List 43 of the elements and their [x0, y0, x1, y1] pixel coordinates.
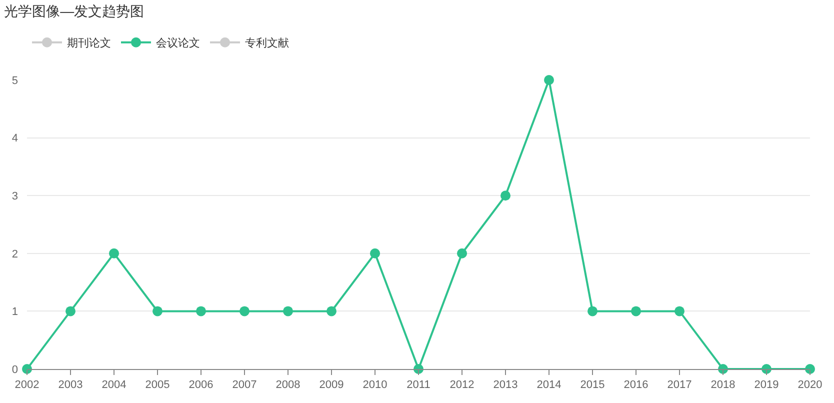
- point: [674, 306, 684, 316]
- point: [109, 248, 119, 258]
- x-tick-label: 2007: [232, 379, 257, 392]
- x-tick-label: 2012: [450, 379, 474, 392]
- x-tick-label: 2002: [14, 379, 40, 392]
- x-tick-label: 2011: [406, 379, 430, 392]
- point: [631, 306, 641, 316]
- x-tick-label: 2005: [145, 379, 170, 392]
- y-tick-label: 0: [12, 364, 18, 376]
- point: [283, 306, 293, 316]
- point: [196, 306, 206, 316]
- x-tick-label: 2009: [319, 379, 344, 392]
- x-tick-label: 2014: [536, 379, 562, 392]
- y-tick-label: 5: [12, 74, 18, 87]
- y-tick-label: 2: [12, 248, 18, 260]
- point: [66, 306, 76, 316]
- x-tick-label: 2013: [493, 379, 518, 392]
- chart-title: 光学图像—发文趋势图: [4, 2, 144, 19]
- x-tick-label: 2015: [580, 379, 605, 392]
- x-tick-label: 2019: [754, 379, 779, 392]
- legend-label: 期刊论文: [67, 36, 111, 50]
- y-tick-label: 1: [12, 306, 18, 318]
- x-tick-label: 2010: [362, 379, 388, 392]
- y-tick-label: 3: [12, 190, 18, 202]
- x-tick-label: 2004: [102, 379, 126, 392]
- point: [152, 306, 162, 316]
- point: [588, 306, 598, 316]
- point: [457, 248, 467, 258]
- point: [326, 306, 336, 316]
- x-tick-label: 2020: [798, 379, 822, 392]
- legend-label: 会议论文: [156, 36, 200, 50]
- x-tick-label: 2016: [624, 379, 648, 392]
- point: [240, 306, 250, 316]
- x-tick-label: 2017: [667, 379, 692, 392]
- x-tick-label: 2006: [188, 379, 214, 392]
- x-tick-label: 2018: [710, 379, 736, 392]
- x-tick-label: 2008: [276, 379, 300, 392]
- point: [500, 190, 510, 201]
- x-tick-label: 2003: [58, 379, 83, 392]
- point: [370, 248, 380, 258]
- point: [544, 75, 554, 85]
- legend-label: 专利文献: [245, 36, 289, 50]
- y-tick-label: 4: [12, 132, 18, 145]
